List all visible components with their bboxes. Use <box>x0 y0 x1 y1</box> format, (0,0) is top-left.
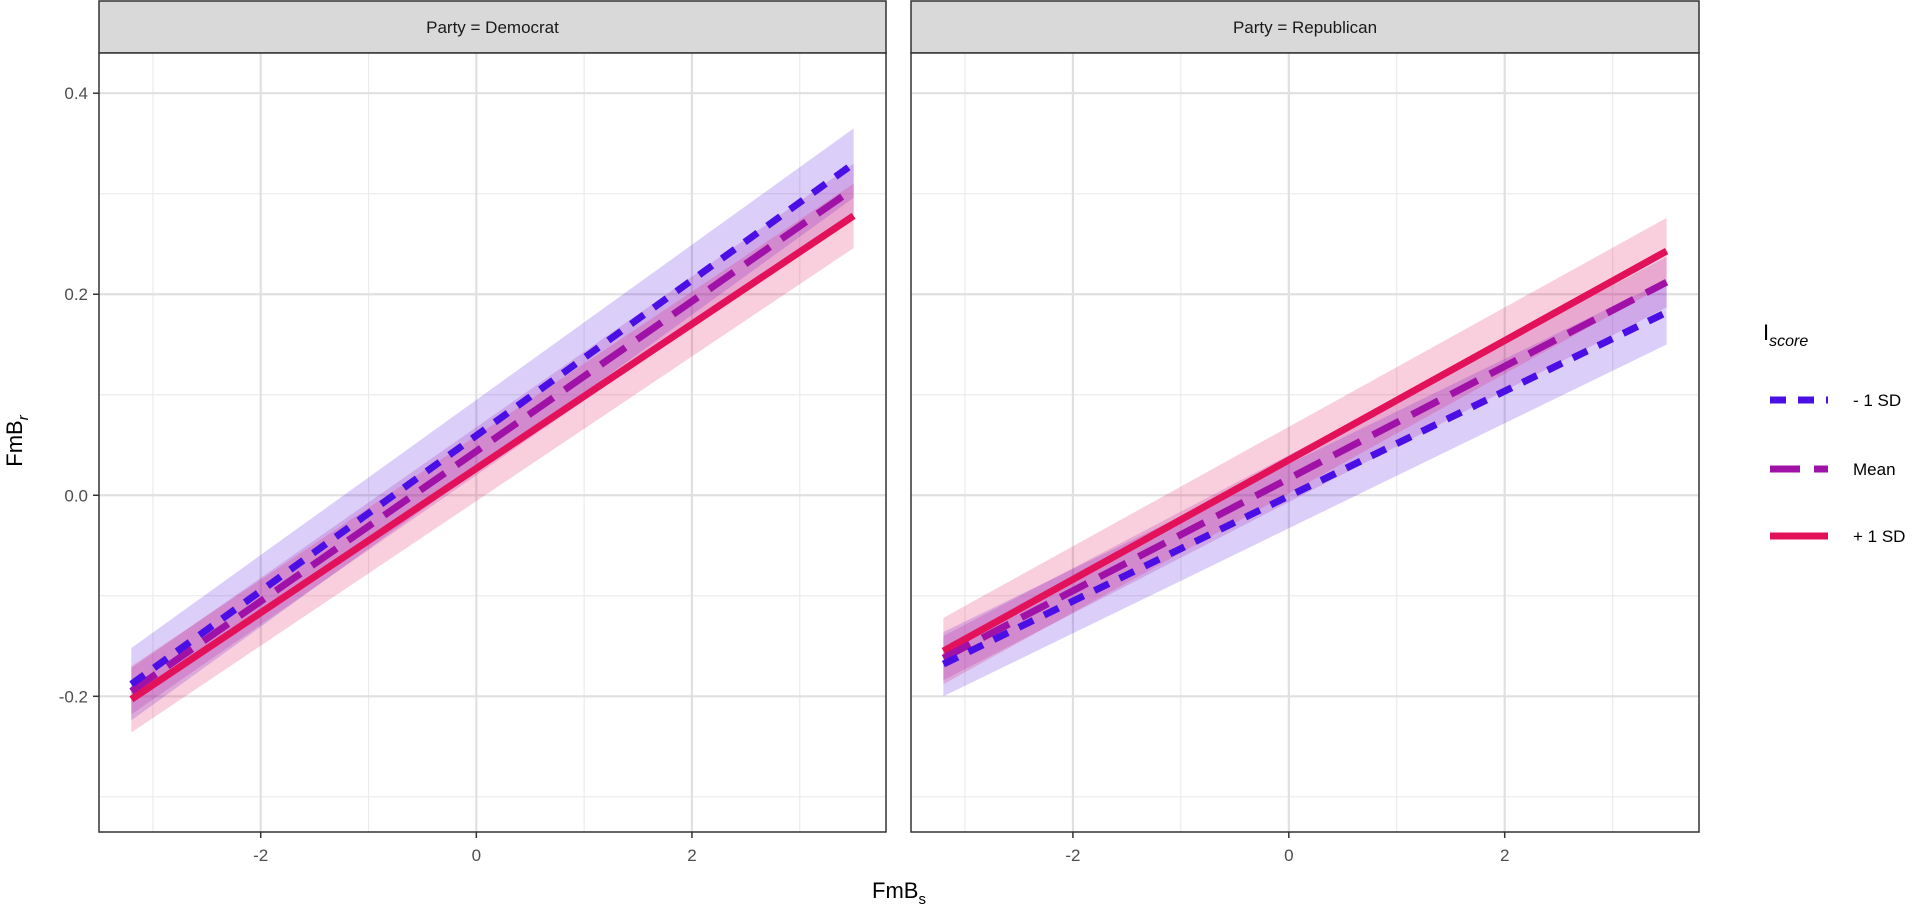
x-tick-label: 0 <box>1284 846 1293 865</box>
x-axis-republican: -2 0 2 <box>1065 832 1509 865</box>
series-line <box>941 247 1669 655</box>
legend-title-main: I <box>1763 320 1769 345</box>
strip-label-democrat: Party = Democrat <box>426 18 559 37</box>
x-axis-democrat: -2 0 2 <box>253 832 697 865</box>
legend-label: Mean <box>1853 460 1896 479</box>
x-axis-title-sub: s <box>918 891 926 908</box>
series-lines-republican <box>941 247 1669 668</box>
legend-keys: - 1 SD Mean + 1 SD <box>1770 391 1905 546</box>
series-lines-democrat <box>129 160 856 703</box>
x-axis-title: FmBs <box>872 878 926 908</box>
panel-republican: Party = Republican <box>910 0 1700 833</box>
plot-border-democrat <box>98 52 887 833</box>
series-line <box>129 185 856 695</box>
series-line <box>941 309 1669 668</box>
y-axis-title-main: FmB <box>2 420 27 466</box>
strip-background-republican <box>910 0 1700 54</box>
legend-title-sub: score <box>1769 333 1808 350</box>
legend-label: + 1 SD <box>1853 527 1905 546</box>
x-tick-label: 0 <box>472 846 481 865</box>
strip-background-democrat <box>98 0 887 54</box>
y-tick-label: 0.2 <box>64 285 88 304</box>
x-tick-label: -2 <box>253 846 268 865</box>
y-axis-title-sub: r <box>15 414 32 420</box>
gridlines-republican <box>911 53 1699 832</box>
panel-democrat: Party = Democrat <box>98 0 887 833</box>
gridlines-democrat <box>99 53 886 832</box>
series-line <box>129 160 856 688</box>
x-axis-title-main: FmB <box>872 878 918 903</box>
ci-band <box>131 128 854 721</box>
series-line <box>129 212 856 703</box>
x-tick-label: 2 <box>687 846 696 865</box>
legend-title: Iscore <box>1763 320 1808 350</box>
y-tick-label: 0.4 <box>64 84 88 103</box>
y-axis-title: FmBr <box>2 414 32 466</box>
y-axis: -0.2 0.0 0.2 0.4 <box>59 84 99 706</box>
plot-border-republican <box>910 52 1700 833</box>
plot-background-democrat <box>99 53 886 832</box>
legend: Iscore - 1 SD Mean + 1 SD <box>1763 320 1905 546</box>
plot-background-republican <box>911 53 1699 832</box>
y-tick-label: -0.2 <box>59 687 88 706</box>
x-tick-label: -2 <box>1065 846 1080 865</box>
series-line <box>941 279 1669 662</box>
legend-label: - 1 SD <box>1853 391 1901 410</box>
strip-label-republican: Party = Republican <box>1233 18 1377 37</box>
y-tick-label: 0.0 <box>64 486 88 505</box>
x-tick-label: 2 <box>1500 846 1509 865</box>
